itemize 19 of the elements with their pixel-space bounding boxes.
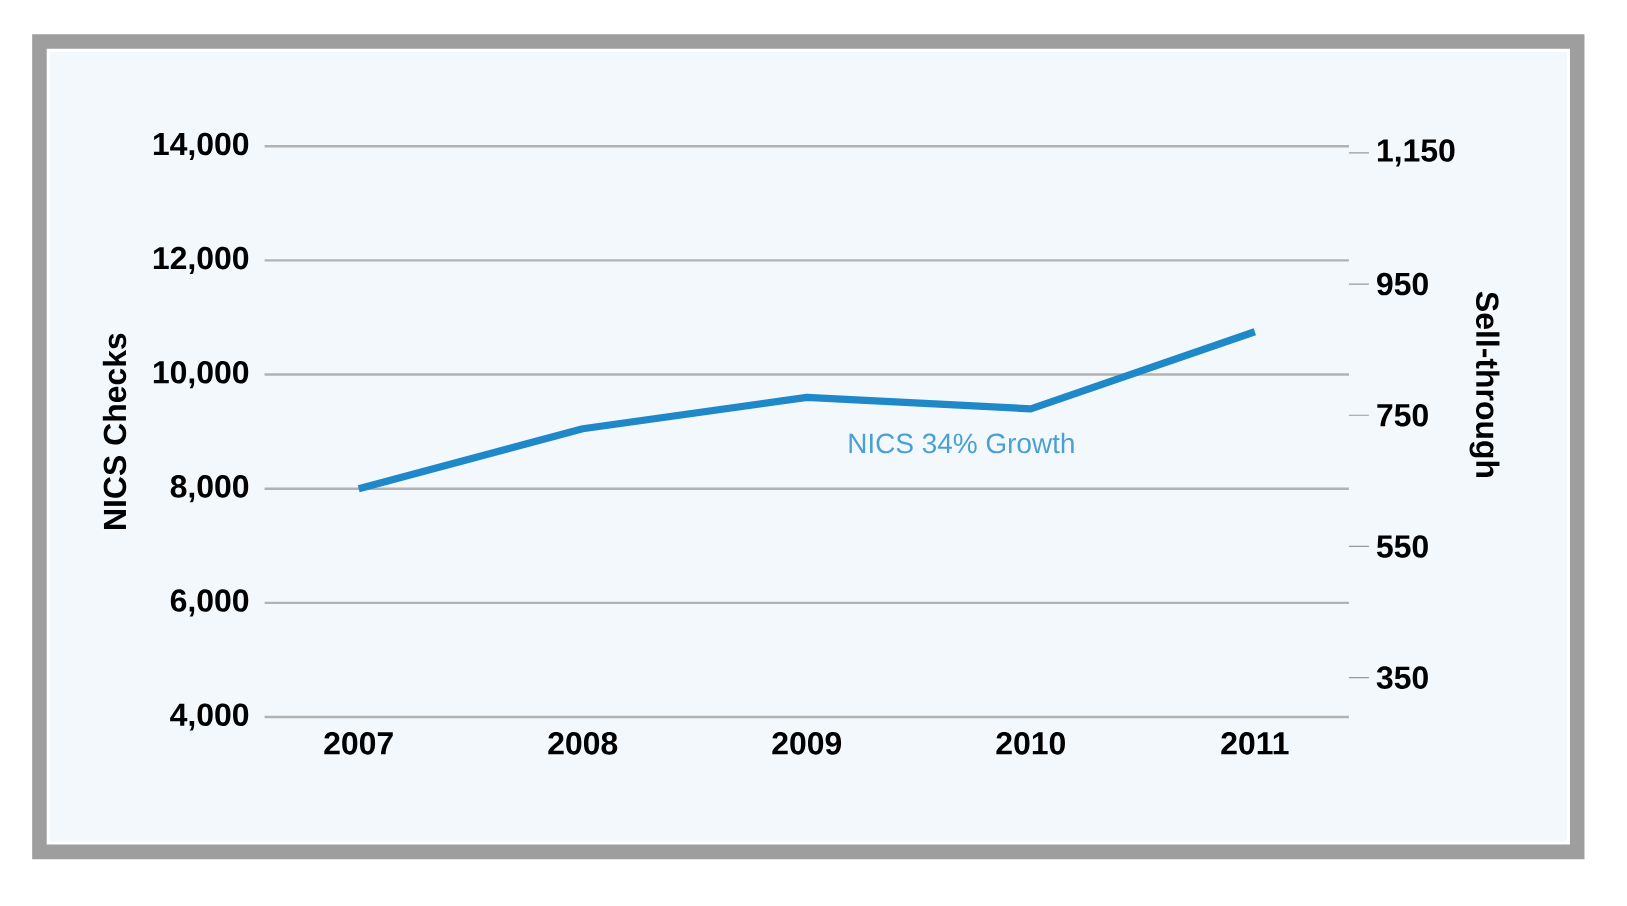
y-tick-label: 12,000 bbox=[153, 246, 249, 275]
y-tick-label: 4,000 bbox=[170, 703, 249, 731]
x-tick-label: 2011 bbox=[1221, 732, 1289, 755]
series-label: NICS 34% Growth bbox=[849, 432, 1074, 454]
y-tick-label: 14,000 bbox=[153, 132, 249, 160]
y2-tick-label: 350 bbox=[1376, 666, 1428, 690]
x-tick-label: 2007 bbox=[324, 732, 393, 755]
y-axis-title: NICS Checks bbox=[102, 333, 127, 529]
y-tick-label: 8,000 bbox=[170, 475, 249, 503]
y2-tick-label: 750 bbox=[1377, 404, 1428, 427]
y-tick-label: 10,000 bbox=[153, 361, 249, 389]
y2-tick-label: 950 bbox=[1377, 272, 1428, 296]
y2-axis-title: Sell-through bbox=[1469, 291, 1500, 478]
x-tick-label: 2008 bbox=[548, 732, 618, 755]
y2-tick-label: 550 bbox=[1376, 535, 1428, 558]
x-tick-label: 2009 bbox=[772, 732, 842, 755]
y-tick-label: 6,000 bbox=[170, 589, 249, 617]
x-tick-label: 2010 bbox=[996, 732, 1065, 755]
y2-tick-label: 1,150 bbox=[1377, 139, 1455, 167]
